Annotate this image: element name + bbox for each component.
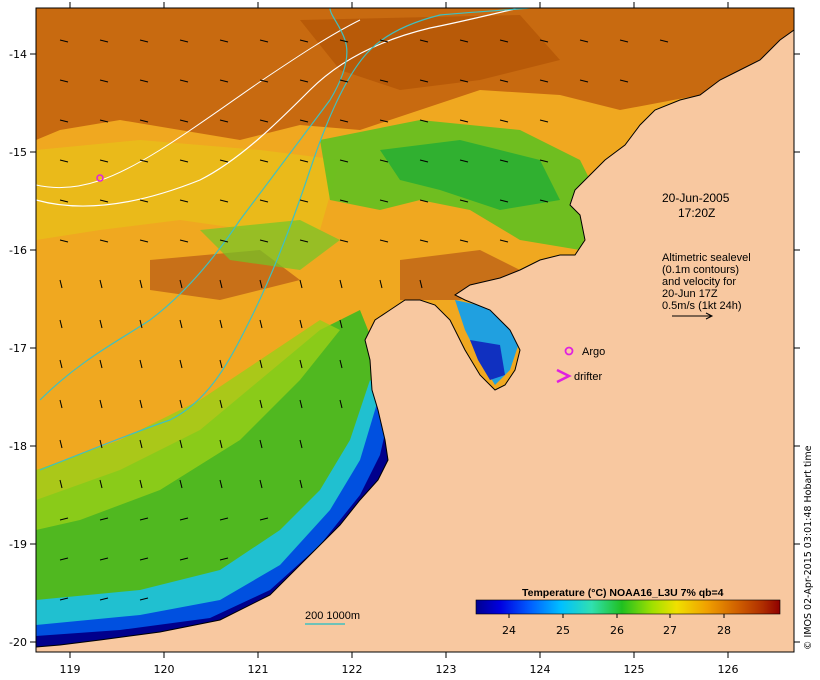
credit-label: © IMOS 02-Apr-2015 03:01:48 Hobart time xyxy=(803,445,814,650)
date-label: 20-Jun-2005 xyxy=(662,191,730,205)
altimetry-line: and velocity for xyxy=(662,276,736,288)
warm-patch xyxy=(300,15,560,90)
sealevel-contour xyxy=(36,19,361,189)
coastal-green xyxy=(36,310,380,645)
colorbar-ticks: 24 25 26 27 28 xyxy=(502,614,731,637)
y-tick-label: -18 xyxy=(9,440,27,453)
x-tick-label: 126 xyxy=(718,663,739,676)
x-tick-label: 119 xyxy=(60,663,81,676)
colorbar-tick-label: 26 xyxy=(610,624,624,637)
land xyxy=(36,29,794,652)
y-tick-label: -14 xyxy=(9,48,27,61)
x-tick-label: 121 xyxy=(248,663,269,676)
colorbar-tick-label: 28 xyxy=(717,624,731,637)
x-tick-label: 120 xyxy=(154,663,175,676)
bay-navy xyxy=(470,340,505,380)
colorbar-tick-label: 27 xyxy=(663,624,677,637)
colorbar-tick-label: 25 xyxy=(556,624,570,637)
altimetry-line: 0.5m/s (1kt 24h) xyxy=(662,300,741,312)
y-tick-label: -19 xyxy=(9,538,27,551)
x-tick-label: 125 xyxy=(624,663,645,676)
x-tick-label: 122 xyxy=(342,663,363,676)
sealevel-contour xyxy=(36,8,521,207)
map-area xyxy=(36,8,794,652)
y-tick-label: -16 xyxy=(9,244,27,257)
argo-label: Argo xyxy=(582,346,605,358)
y-tick-label: -20 xyxy=(9,636,27,649)
green-band xyxy=(380,140,560,210)
coastal-blue xyxy=(36,400,388,652)
altimetry-line: 20-Jun 17Z xyxy=(662,288,718,300)
velocity-arrows xyxy=(59,39,669,601)
time-label: 17:20Z xyxy=(678,206,715,220)
depth-contour-label: 200 1000m xyxy=(305,610,360,622)
depth-contour xyxy=(39,8,531,471)
y-tick-label: -17 xyxy=(9,342,27,355)
x-tick-label: 123 xyxy=(436,663,457,676)
yellow-band xyxy=(36,140,340,240)
depth-contour xyxy=(39,8,348,401)
green-band xyxy=(200,220,340,270)
plot-frame xyxy=(35,7,795,653)
argo-legend-icon xyxy=(564,346,574,356)
colorbar xyxy=(475,599,781,615)
drifter-legend-icon xyxy=(556,368,572,384)
x-axis: 119 120 121 122 123 124 125 126 xyxy=(60,2,739,676)
colorbar-tick-label: 24 xyxy=(502,624,516,637)
argo-float-marker xyxy=(96,174,104,182)
altimetry-line: (0.1m contours) xyxy=(662,264,739,276)
altimetry-note: Altimetric sealevel (0.1m contours) and … xyxy=(662,252,751,320)
coastal-yellowgreen xyxy=(36,320,340,530)
scale-arrow xyxy=(672,312,714,320)
drifter-label: drifter xyxy=(574,371,602,383)
colorbar-title: Temperature (°C) NOAA16_L3U 7% qb=4 xyxy=(522,587,724,599)
x-tick-label: 124 xyxy=(530,663,551,676)
y-axis: -14 -15 -16 -17 -18 -19 -20 xyxy=(9,48,800,649)
y-tick-label: -15 xyxy=(9,146,27,159)
altimetry-line: Altimetric sealevel xyxy=(662,252,751,264)
warm-patch xyxy=(400,250,520,300)
